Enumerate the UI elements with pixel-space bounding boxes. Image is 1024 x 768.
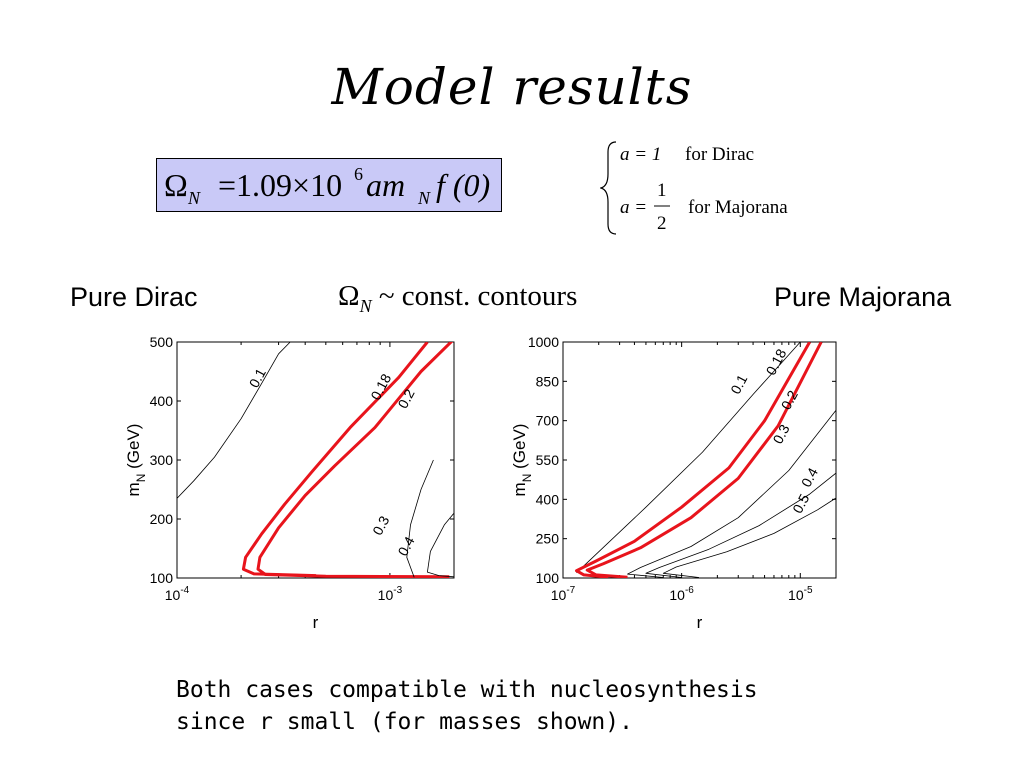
y-axis-label-m: m xyxy=(510,482,529,496)
majorana-numerator: 1 xyxy=(657,180,667,201)
y-tick-label: 100 xyxy=(536,570,560,586)
y-tick-label: 400 xyxy=(536,491,560,507)
plot-frame xyxy=(176,341,455,579)
y-tick-label: 100 xyxy=(150,570,174,586)
x-axis-label: r xyxy=(697,613,703,632)
contour-line-0-5 xyxy=(662,497,836,578)
y-axis-label-sub: N xyxy=(520,474,534,483)
formula-am: am xyxy=(366,167,405,203)
x-tick-label: 10-3 xyxy=(378,585,403,603)
a-cases: a = 1 for Dirac a = 1 2 for Majorana xyxy=(600,141,788,235)
y-tick-label: 250 xyxy=(536,531,560,547)
omega-formula: Ω N =1.09×10 6 am N f (0) xyxy=(164,164,490,208)
contour-lines xyxy=(177,342,454,578)
majorana-denominator: 2 xyxy=(657,213,667,234)
y-tick-label: 500 xyxy=(150,334,174,350)
slide-title: Model results xyxy=(331,58,693,116)
y-tick-label: 550 xyxy=(536,452,560,468)
y-tick-label: 400 xyxy=(150,393,174,409)
plot-frame xyxy=(562,341,837,579)
x-tick-base: 10 xyxy=(788,587,804,603)
y-tick-label: 200 xyxy=(150,511,174,527)
footnote: Both cases compatible with nucleosynthes… xyxy=(176,674,758,738)
y-axis-label-m: m xyxy=(124,482,143,496)
y-axis-label-sub: N xyxy=(134,474,148,483)
contour-line-0-18 xyxy=(575,342,812,578)
contour-line-0-3 xyxy=(406,459,434,578)
cases-brace xyxy=(600,141,617,235)
x-tick-label: 10-4 xyxy=(165,585,190,603)
x-tick-exponent: -5 xyxy=(804,585,813,596)
contours-subscript: N xyxy=(359,295,372,316)
x-tick-base: 10 xyxy=(551,587,567,603)
label-pure-dirac: Pure Dirac xyxy=(70,282,198,312)
formula-f0: f (0) xyxy=(436,167,490,203)
x-tick-label: 10-7 xyxy=(551,585,576,603)
contour-line-0-4 xyxy=(426,512,454,578)
x-tick-base: 10 xyxy=(378,587,394,603)
formula-coefficient: =1.09×10 xyxy=(218,167,342,203)
x-axis-label: r xyxy=(313,613,319,632)
majorana-equation: a = xyxy=(620,197,647,218)
dirac-label: for Dirac xyxy=(685,144,754,165)
x-tick-exponent: -3 xyxy=(393,585,402,596)
y-tick-label: 700 xyxy=(536,413,560,429)
contour-line-0-3 xyxy=(627,409,836,578)
formula-m-subscript: N xyxy=(417,188,431,208)
x-tick-label: 10-6 xyxy=(669,585,694,603)
x-tick-exponent: -4 xyxy=(180,585,189,596)
omega-symbol: Ω xyxy=(164,167,188,203)
y-tick-label: 300 xyxy=(150,452,174,468)
contour-line-0-2 xyxy=(256,342,454,578)
contour-line-0-1 xyxy=(177,342,291,499)
y-axis-label-unit: (GeV) xyxy=(510,424,529,474)
y-tick-label: 850 xyxy=(536,373,560,389)
contours-omega: Ω xyxy=(338,280,360,312)
y-axis-label: mN (GeV) xyxy=(510,424,534,497)
formula-exponent: 6 xyxy=(354,164,363,184)
x-tick-base: 10 xyxy=(165,587,181,603)
label-pure-majorana: Pure Majorana xyxy=(774,282,952,312)
x-tick-label: 10-5 xyxy=(788,585,813,603)
x-tick-exponent: -7 xyxy=(566,585,575,596)
contour-line-0-18 xyxy=(241,342,429,578)
contours-label: ΩN ~ const. contours xyxy=(338,280,577,317)
contour-line-0-1 xyxy=(576,342,801,574)
y-tick-label: 1000 xyxy=(528,334,559,350)
dirac-equation: a = 1 xyxy=(620,144,661,165)
contour-line-0-2 xyxy=(585,342,823,578)
footnote-line-2: since r small (for masses shown). xyxy=(176,709,633,735)
majorana-label: for Majorana xyxy=(688,197,788,218)
contours-text: ~ const. contours xyxy=(378,280,578,312)
x-tick-base: 10 xyxy=(669,587,685,603)
x-tick-exponent: -6 xyxy=(685,585,694,596)
contour-line-0-4 xyxy=(645,472,836,578)
y-axis-label-unit: (GeV) xyxy=(124,424,143,474)
footnote-line-1: Both cases compatible with nucleosynthes… xyxy=(176,677,758,703)
formula-box xyxy=(156,158,502,212)
y-axis-label: mN (GeV) xyxy=(124,424,148,497)
contour-lines xyxy=(575,342,836,578)
omega-subscript: N xyxy=(187,188,201,208)
